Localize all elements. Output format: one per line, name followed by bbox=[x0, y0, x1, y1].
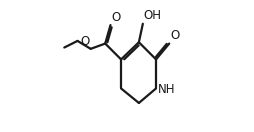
Text: OH: OH bbox=[144, 10, 162, 22]
Text: NH: NH bbox=[158, 83, 176, 96]
Text: O: O bbox=[81, 35, 90, 48]
Text: O: O bbox=[111, 11, 120, 24]
Text: O: O bbox=[170, 29, 179, 42]
